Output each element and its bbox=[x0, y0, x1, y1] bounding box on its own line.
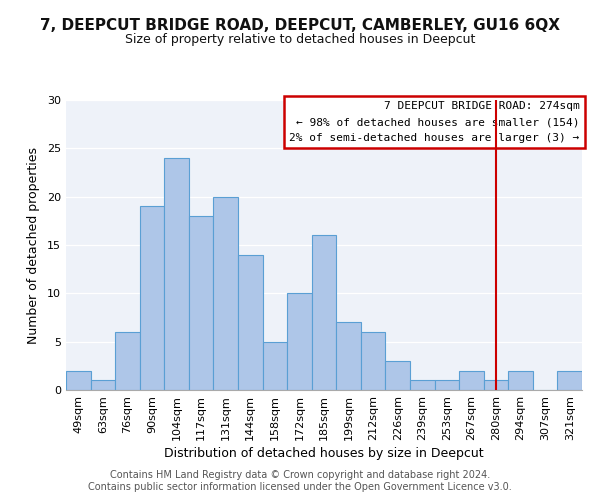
Bar bbox=[336, 322, 361, 390]
Bar bbox=[214, 196, 238, 390]
Bar bbox=[115, 332, 140, 390]
Text: 7 DEEPCUT BRIDGE ROAD: 274sqm
← 98% of detached houses are smaller (154)
2% of s: 7 DEEPCUT BRIDGE ROAD: 274sqm ← 98% of d… bbox=[289, 102, 580, 142]
Bar bbox=[557, 370, 582, 390]
Bar bbox=[140, 206, 164, 390]
Bar bbox=[434, 380, 459, 390]
Bar bbox=[361, 332, 385, 390]
Bar bbox=[164, 158, 189, 390]
Text: Contains public sector information licensed under the Open Government Licence v3: Contains public sector information licen… bbox=[88, 482, 512, 492]
Bar bbox=[484, 380, 508, 390]
Bar bbox=[385, 361, 410, 390]
Bar bbox=[238, 254, 263, 390]
Bar bbox=[312, 236, 336, 390]
Bar bbox=[410, 380, 434, 390]
Bar bbox=[91, 380, 115, 390]
Bar bbox=[459, 370, 484, 390]
Text: 7, DEEPCUT BRIDGE ROAD, DEEPCUT, CAMBERLEY, GU16 6QX: 7, DEEPCUT BRIDGE ROAD, DEEPCUT, CAMBERL… bbox=[40, 18, 560, 32]
Bar bbox=[189, 216, 214, 390]
Bar bbox=[508, 370, 533, 390]
Y-axis label: Number of detached properties: Number of detached properties bbox=[27, 146, 40, 344]
Text: Size of property relative to detached houses in Deepcut: Size of property relative to detached ho… bbox=[125, 32, 475, 46]
Bar bbox=[66, 370, 91, 390]
X-axis label: Distribution of detached houses by size in Deepcut: Distribution of detached houses by size … bbox=[164, 447, 484, 460]
Bar bbox=[287, 294, 312, 390]
Bar bbox=[263, 342, 287, 390]
Text: Contains HM Land Registry data © Crown copyright and database right 2024.: Contains HM Land Registry data © Crown c… bbox=[110, 470, 490, 480]
